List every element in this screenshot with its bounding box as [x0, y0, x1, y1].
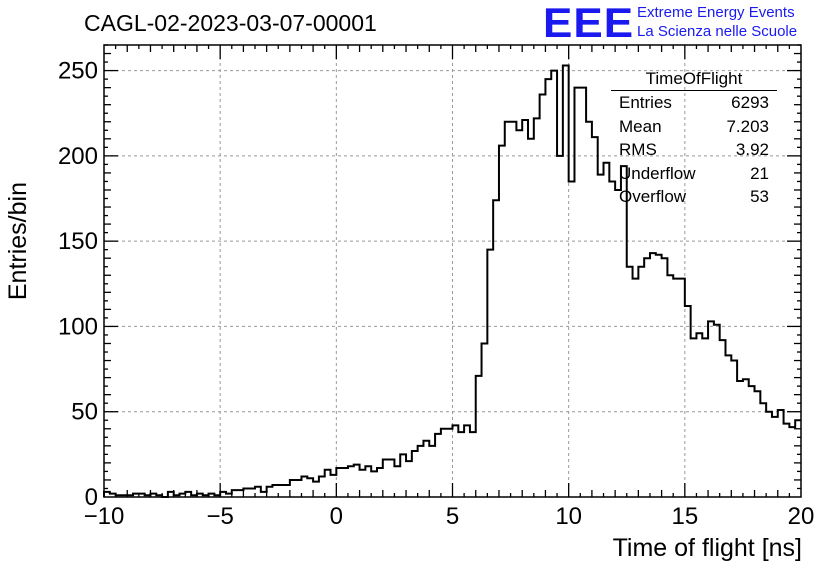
eee-logo-text: Extreme Energy Events La Scienza nelle S…	[637, 3, 797, 41]
stats-value: 3.92	[735, 140, 769, 159]
stats-row-rms: RMS 3.92	[611, 138, 777, 162]
x-tick-label: 15	[671, 503, 698, 530]
stats-value: 53	[750, 187, 769, 206]
logo-line-2: La Scienza nelle Scuole	[637, 23, 798, 40]
stats-row-mean: Mean 7.203	[611, 115, 777, 139]
y-tick-label: 250	[58, 58, 98, 85]
axis-ticks	[104, 44, 801, 497]
stats-value: 21	[750, 163, 769, 183]
grid-lines	[104, 45, 801, 497]
stats-key: Underflow	[619, 163, 696, 183]
eee-logo-mark: EEE	[543, 0, 635, 47]
stats-key: Entries	[619, 93, 672, 112]
x-axis-label: Time of flight [ns]	[612, 534, 802, 562]
x-tick-label: 5	[446, 503, 459, 530]
x-tick-label: 20	[788, 503, 815, 530]
stats-row-entries: Entries 6293	[611, 91, 777, 115]
x-tick-label: 10	[555, 503, 582, 530]
page-title: CAGL-02-2023-03-07-00001	[84, 10, 377, 36]
y-tick-label: 200	[58, 143, 98, 170]
stats-value: 6293	[731, 93, 769, 112]
stats-value: 7.203	[726, 116, 769, 136]
y-axis-label: Entries/bin	[4, 182, 32, 301]
stats-key: RMS	[619, 140, 657, 159]
y-axis-label-wrap: Entries/bin	[4, 182, 38, 322]
stats-box: TimeOfFlight Entries 6293 Mean 7.203 RMS…	[611, 68, 777, 210]
stats-title: TimeOfFlight	[611, 68, 777, 91]
stats-key: Overflow	[619, 187, 687, 206]
stats-row-underflow: Underflow 21	[611, 162, 777, 186]
y-tick-label: 50	[71, 399, 98, 426]
x-tick-label: −5	[206, 503, 233, 530]
logo-line-1: Extreme Energy Events	[637, 4, 795, 21]
stats-key: Mean	[619, 116, 662, 136]
y-tick-label: 150	[58, 228, 98, 255]
x-tick-label: −10	[84, 503, 125, 530]
stats-row-overflow: Overflow 53	[611, 185, 777, 209]
x-tick-label: 0	[330, 503, 343, 530]
y-tick-label: 0	[85, 484, 98, 511]
y-tick-label: 100	[58, 313, 98, 340]
